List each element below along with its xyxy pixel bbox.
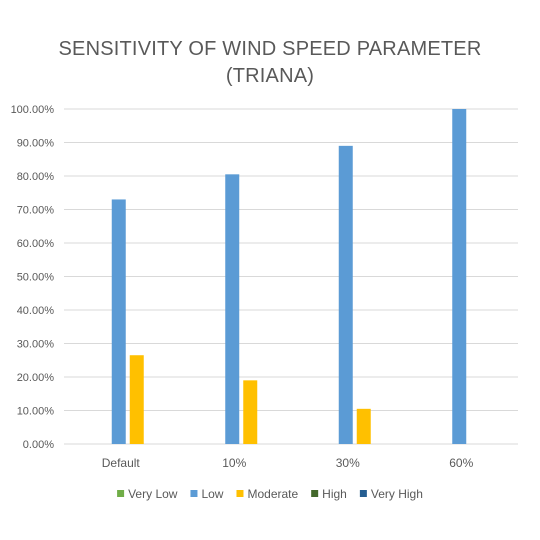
bar-low [338, 145, 353, 444]
bar-low [225, 174, 240, 444]
y-tick-label: 20.00% [17, 372, 55, 384]
legend-swatch-high [311, 490, 319, 497]
legend-swatch-moderate [236, 490, 244, 497]
legend-swatch-very-low [117, 490, 125, 497]
legend-label-moderate: Moderate [247, 487, 298, 501]
x-tick-label: Default [102, 456, 141, 470]
legend-label-high: High [322, 487, 347, 501]
legend-swatch-very-high [359, 490, 367, 497]
bar-low [452, 109, 467, 444]
bar-low [111, 199, 126, 444]
y-tick-label: 40.00% [17, 305, 55, 317]
y-tick-label: 100.00% [11, 104, 55, 116]
y-tick-label: 0.00% [23, 439, 54, 451]
y-tick-label: 70.00% [17, 205, 55, 217]
chart-title: SENSITIVITY OF WIND SPEED PARAMETER (TRI… [0, 36, 540, 90]
x-tick-label: 60% [449, 456, 473, 470]
legend-label-low: Low [201, 487, 223, 501]
y-tick-label: 80.00% [17, 171, 55, 183]
legend-swatch-low [190, 490, 198, 497]
bar-moderate [356, 408, 371, 444]
y-tick-label: 10.00% [17, 406, 55, 418]
legend-label-very-high: Very High [371, 487, 423, 501]
chart-title-line1: SENSITIVITY OF WIND SPEED PARAMETER [58, 38, 482, 60]
y-tick-label: 50.00% [17, 272, 55, 284]
bar-moderate [129, 355, 144, 444]
bar-moderate [243, 380, 258, 444]
legend-label-very-low: Very Low [128, 487, 178, 501]
x-tick-label: 30% [336, 456, 360, 470]
y-tick-label: 90.00% [17, 138, 55, 150]
x-tick-label: 10% [222, 456, 246, 470]
chart-title-line2: (TRIANA) [225, 65, 315, 87]
y-tick-label: 60.00% [17, 238, 55, 250]
y-tick-label: 30.00% [17, 339, 55, 351]
